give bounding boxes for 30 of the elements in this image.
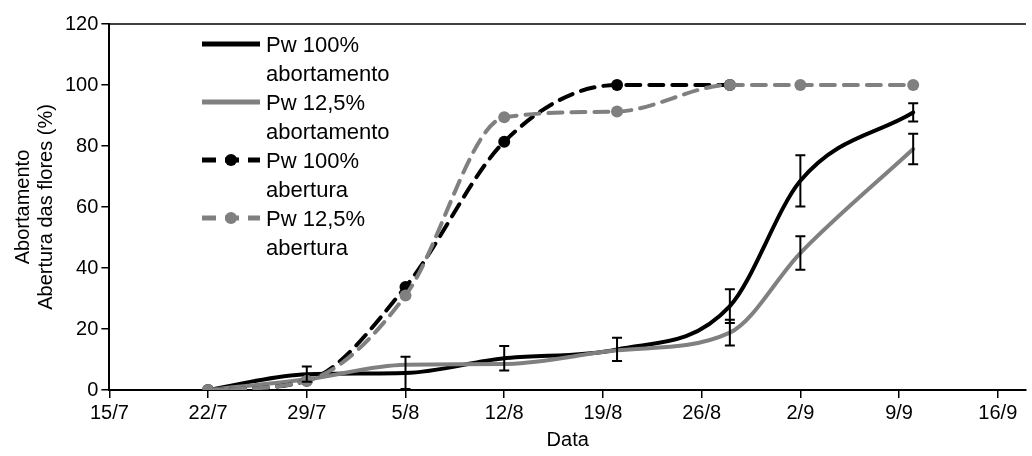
legend-label: Pw 12,5% abertura [266,205,367,262]
point [794,79,807,91]
point [611,105,624,118]
point [611,79,624,91]
x-tick-label: 2/9 [786,400,815,423]
x-tick-label: 29/7 [287,400,327,423]
legend-label: Pw 12,5% abortamento [266,89,391,146]
x-tick-label: 22/7 [188,400,228,423]
y-tick-label: 20 [76,316,99,339]
point [498,135,511,148]
x-tick-label: 16/9 [978,400,1018,423]
x-tick-label: 15/7 [89,400,129,423]
legend-label: Pw 100% abortamento [266,31,391,88]
legend-label: Pw 100% abertura [266,147,360,204]
x-tick-label: 5/8 [391,400,420,423]
y-tick-label: 120 [64,11,99,34]
point [399,289,412,302]
point [907,79,920,91]
y-tick-label: 60 [76,194,99,217]
y-tick-label: 40 [76,255,99,278]
x-tick-label: 9/9 [885,400,913,423]
x-tick-label: 12/8 [484,400,524,423]
y-tick-label: 100 [64,72,99,95]
x-axis-title: Data [546,427,590,450]
y-tick-label: 80 [76,133,99,156]
x-tick-label: 26/8 [682,400,722,423]
x-tick-label: 19/8 [583,400,623,423]
point [498,111,511,124]
y-axis-title: Abortamento Abertura das flores (%) [11,104,57,310]
y-tick-label: 0 [87,377,99,400]
